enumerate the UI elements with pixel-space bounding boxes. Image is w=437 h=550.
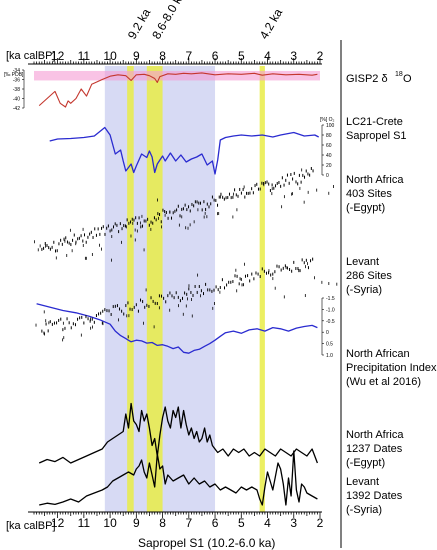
series-levant_dates: [39, 450, 318, 506]
panel-label-line: Levant: [346, 476, 379, 488]
panel-label-line: 1237 Dates: [346, 443, 403, 455]
bottom-axis-label: [ka calBP]: [6, 520, 56, 532]
x-tick-label: 11: [78, 49, 91, 63]
event-band: [146, 66, 163, 512]
series-layer: [34, 72, 338, 506]
precip-y-tick-label: -1.0: [326, 307, 335, 313]
panel-label-line: Sapropel S1: [346, 130, 407, 142]
event-label: 8.6-8.0 ka: [149, 0, 188, 42]
x-axis-title: Sapropel S1 (10.2-6.0 ka): [138, 536, 275, 550]
panel-label-line: North Africa: [346, 174, 404, 186]
x-tick-label: 5: [238, 516, 245, 530]
event-band: [127, 66, 134, 512]
x-tick-label: 7: [185, 49, 192, 63]
x-tick-label: 9: [133, 516, 140, 530]
gisp2-y-tick-label: -40: [13, 97, 20, 103]
x-tick-label: 6: [212, 49, 219, 63]
series-gisp2: [38, 72, 318, 108]
lc21-y-tick-label: 60: [326, 143, 332, 149]
event-labels: 9.2 ka8.6-8.0 ka 4.2 ka: [125, 0, 285, 42]
panel-label-line: (-Egypt): [346, 202, 385, 214]
precip-y-tick-label: 0: [326, 330, 329, 336]
precip-y-tick-label: -1.5: [326, 296, 335, 302]
lc21-y-tick-label: 100: [326, 123, 335, 129]
x-tick-label: 6: [212, 516, 219, 530]
x-tick-label: 8: [159, 49, 166, 63]
lc21-y-tick-label: 0: [326, 173, 329, 179]
x-tick-label: 3: [290, 516, 297, 530]
panel-label-line: North African: [346, 348, 410, 360]
lc21-y-tick-label: 40: [326, 153, 332, 159]
x-tick-label: 10: [103, 516, 117, 530]
gisp2-y-tick-label: -38: [13, 87, 20, 93]
panel-label-gisp2: GISP2 δ: [346, 73, 388, 85]
panel-label-o: O: [403, 73, 412, 85]
panel-label-line: North Africa: [346, 429, 404, 441]
shade-layer: [34, 66, 320, 512]
precip-y-tick-label: 1.0: [326, 353, 333, 359]
panel-label-line: Levant: [346, 256, 379, 268]
x-tick-label: 12: [51, 49, 65, 63]
x-tick-label: 5: [238, 49, 245, 63]
gisp2-y-tick-label: -42: [13, 106, 20, 112]
panel-label-line: 403 Sites: [346, 188, 392, 200]
gisp2-y-tick-label: -36: [13, 78, 20, 84]
gisp2-band: [34, 70, 320, 81]
event-label: 9.2 ka: [125, 6, 154, 42]
precip-y-tick-label: -0.5: [326, 319, 335, 325]
panel-label-line: Precipitation Index: [346, 362, 437, 374]
site-marks: [34, 166, 338, 342]
top-axis-label: [ka calBP]: [6, 50, 56, 62]
x-tick-label: 9: [133, 49, 140, 63]
x-tick-label: 2: [317, 516, 324, 530]
gisp2-unit: [‰ PDB]: [4, 72, 24, 78]
panel-label-line: 1392 Dates: [346, 490, 403, 502]
lc21-y-tick-label: 80: [326, 133, 332, 139]
x-tick-label: 10: [103, 49, 117, 63]
panel-label-superscript: 18: [395, 71, 403, 78]
series-precip: [36, 303, 318, 354]
x-tick-label: 4: [264, 49, 271, 63]
series-na_dates: [38, 402, 319, 464]
lc21-unit: [%] O₂: [320, 117, 335, 123]
x-tick-label: 12: [51, 516, 65, 530]
gisp2-y-tick-label: -34: [13, 68, 20, 74]
panel-label-line: 286 Sites: [346, 270, 392, 282]
x-tick-label: 7: [185, 516, 192, 530]
event-label: 4.2 ka: [257, 6, 286, 42]
panel-label-line: (-Syria): [346, 504, 382, 516]
x-tick-label: 2: [317, 49, 324, 63]
x-tick-label: 3: [290, 49, 297, 63]
bottom-axis: [ka calBP] Sapropel S1 (10.2-6.0 ka) 12 1…: [6, 511, 324, 550]
top-axis: [ka calBP] 12 11 10 9 8 7 6 5 4 3 2: [6, 49, 324, 65]
panel-label-line: (-Syria): [346, 284, 382, 296]
series-lc21: [49, 126, 319, 175]
precip-y-tick-label: 0.5: [326, 342, 333, 348]
event-band: [259, 66, 265, 512]
x-tick-label: 4: [264, 516, 271, 530]
panel-label-line: (Wu et al 2016): [346, 376, 421, 388]
x-tick-label: 8: [159, 516, 166, 530]
x-tick-label: 11: [78, 516, 91, 530]
lc21-y-tick-label: 20: [326, 163, 332, 169]
panel-label-line: LC21-Crete: [346, 116, 403, 128]
panel-label-line: (-Egypt): [346, 457, 385, 469]
panels: GISP2 δ 18 O LC21-Crete Sapropel S1 North Afr…: [4, 68, 437, 516]
